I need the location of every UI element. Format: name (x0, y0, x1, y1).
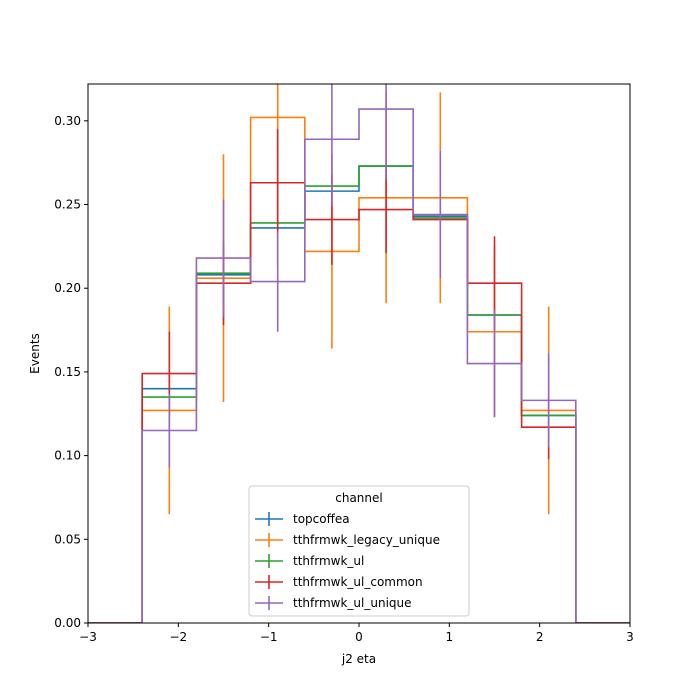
y-tick-label: 0.30 (54, 114, 81, 128)
legend-box (248, 485, 470, 617)
x-tick-label: −3 (79, 630, 97, 644)
legend-label: topcoffea (293, 512, 350, 526)
y-tick-label: 0.25 (54, 198, 81, 212)
legend-label: tthfrmwk_legacy_unique (293, 533, 440, 547)
x-tick-label: −1 (260, 630, 278, 644)
x-tick-label: −2 (169, 630, 187, 644)
legend-entry: tthfrmwk_ul_common (255, 575, 423, 589)
y-tick-label: 0.10 (54, 449, 81, 463)
legend: channel topcoffeatthfrmwk_legacy_uniquet… (248, 485, 470, 617)
legend-title: channel (335, 491, 382, 505)
legend-entry: tthfrmwk_ul (255, 554, 364, 568)
legend-entry: tthfrmwk_ul_unique (255, 596, 412, 610)
legend-entry: tthfrmwk_legacy_unique (255, 533, 440, 547)
x-tick-label: 1 (446, 630, 454, 644)
x-tick-label: 0 (355, 630, 363, 644)
x-axis-label: j2 eta (341, 652, 376, 666)
legend-label: tthfrmwk_ul_unique (293, 596, 412, 610)
series-layer (88, 84, 630, 623)
legend-entries: topcoffea tthfrmwk_legacy_unique tthfrmwk_… (255, 512, 440, 610)
legend-entry: topcoffea (255, 512, 350, 526)
y-tick-label: 0.15 (54, 365, 81, 379)
step-line-tthfrmwk_ul_unique (88, 108, 630, 623)
y-axis: 0.00 0.05 0.10 0.15 0.20 0.25 0.30 (54, 114, 88, 630)
legend-label: tthfrmwk_ul_common (293, 575, 423, 589)
x-tick-label: 2 (536, 630, 544, 644)
y-tick-label: 0.20 (54, 281, 81, 295)
y-tick-label: 0.05 (54, 532, 81, 546)
y-tick-label: 0.00 (54, 616, 81, 630)
x-axis: −3 −2 −1 0 1 2 3 (79, 623, 634, 644)
legend-label: tthfrmwk_ul (293, 554, 364, 568)
x-tick-label: 3 (626, 630, 634, 644)
series-tthfrmwk_ul_unique (88, 84, 630, 623)
y-axis-label: Events (28, 333, 42, 374)
